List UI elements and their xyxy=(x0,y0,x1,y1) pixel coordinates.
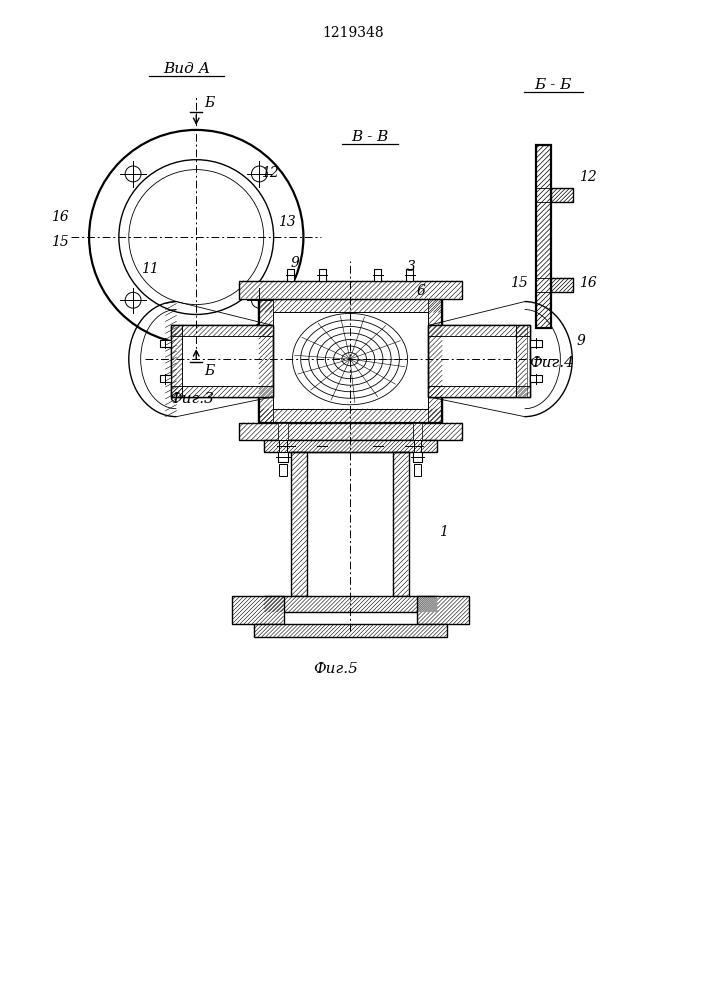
Bar xyxy=(392,452,409,596)
Text: В - В: В - В xyxy=(351,130,389,144)
Bar xyxy=(239,281,462,299)
Bar xyxy=(171,325,273,397)
Bar xyxy=(428,386,530,397)
Text: 1219348: 1219348 xyxy=(322,26,384,40)
Bar xyxy=(412,452,423,462)
Bar xyxy=(406,269,413,281)
Bar xyxy=(515,325,527,397)
Bar xyxy=(279,464,286,476)
Bar xyxy=(287,440,294,452)
Bar xyxy=(428,299,443,423)
Bar xyxy=(428,299,443,423)
Text: 13: 13 xyxy=(278,215,296,229)
Bar xyxy=(264,596,438,612)
Bar xyxy=(530,340,542,347)
Bar xyxy=(160,375,171,382)
Text: Б: Б xyxy=(204,364,214,378)
Bar xyxy=(171,325,182,397)
Bar xyxy=(392,452,409,596)
Bar xyxy=(239,281,462,299)
Bar xyxy=(287,269,294,281)
Bar xyxy=(232,596,284,624)
Bar xyxy=(551,188,573,202)
Bar xyxy=(428,325,530,336)
Bar xyxy=(264,596,438,612)
Bar xyxy=(291,452,308,596)
Bar xyxy=(160,340,171,347)
Bar xyxy=(374,440,381,452)
Text: 1: 1 xyxy=(439,525,448,539)
Bar xyxy=(171,386,273,397)
Text: 12: 12 xyxy=(579,170,597,184)
Text: Вид А: Вид А xyxy=(163,62,210,76)
Bar xyxy=(239,423,462,440)
Text: 16: 16 xyxy=(579,276,597,290)
Bar xyxy=(259,299,273,423)
Bar xyxy=(259,299,443,423)
Bar xyxy=(232,596,284,624)
Text: 9: 9 xyxy=(291,256,300,270)
Bar xyxy=(551,188,573,202)
Bar xyxy=(279,440,286,452)
Bar xyxy=(278,452,288,462)
Bar xyxy=(418,596,469,624)
Text: 12: 12 xyxy=(261,166,279,180)
Bar xyxy=(536,145,551,328)
Bar xyxy=(374,269,381,281)
Bar xyxy=(428,325,530,397)
Bar xyxy=(530,375,542,382)
Bar xyxy=(418,596,469,624)
Bar xyxy=(406,440,413,452)
Bar xyxy=(414,464,421,476)
Text: Б - Б: Б - Б xyxy=(534,78,572,92)
Bar xyxy=(264,440,438,452)
Bar xyxy=(412,429,423,440)
Text: Фиг.3: Фиг.3 xyxy=(169,392,214,406)
Bar xyxy=(278,423,288,440)
Bar xyxy=(278,429,288,440)
Bar xyxy=(414,440,421,452)
Bar xyxy=(551,278,573,292)
Bar xyxy=(291,452,308,596)
Bar xyxy=(264,440,438,452)
Text: 9: 9 xyxy=(576,334,585,348)
Text: 11: 11 xyxy=(141,262,158,276)
Text: Б: Б xyxy=(204,96,214,110)
Bar xyxy=(259,299,443,312)
Bar xyxy=(254,624,448,637)
Bar xyxy=(254,624,448,637)
Bar xyxy=(412,423,423,440)
Bar xyxy=(259,409,443,423)
Text: Фиг.5: Фиг.5 xyxy=(312,662,358,676)
Bar xyxy=(319,440,326,452)
Bar xyxy=(239,423,462,440)
Text: 6: 6 xyxy=(417,284,426,298)
Bar xyxy=(319,269,326,281)
Bar xyxy=(536,145,551,328)
Bar xyxy=(428,325,530,397)
Bar xyxy=(259,299,443,423)
Bar xyxy=(551,278,573,292)
Text: 15: 15 xyxy=(510,276,527,290)
Text: 3: 3 xyxy=(407,260,416,274)
Text: 15: 15 xyxy=(52,235,69,249)
Bar xyxy=(171,325,273,336)
Bar xyxy=(259,409,443,423)
Bar xyxy=(259,299,443,312)
Text: 16: 16 xyxy=(52,210,69,224)
Text: Фиг.4: Фиг.4 xyxy=(529,356,574,370)
Bar xyxy=(259,299,273,423)
Bar xyxy=(171,325,273,397)
